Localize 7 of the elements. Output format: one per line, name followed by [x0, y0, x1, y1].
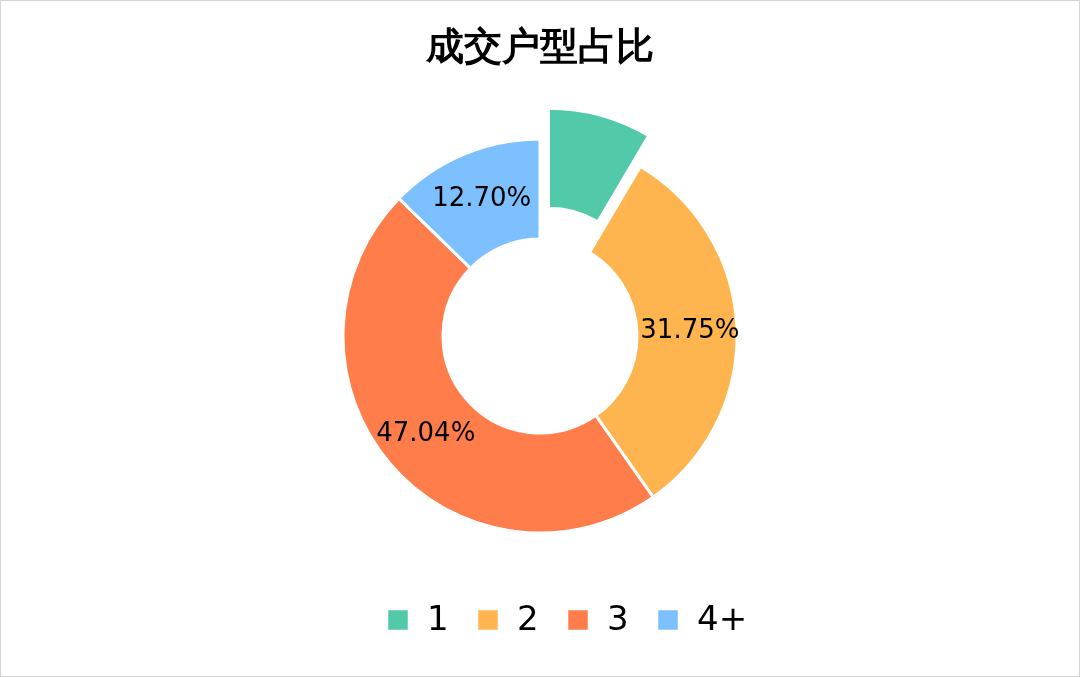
legend-label: 4+ — [697, 598, 748, 638]
legend-label: 2 — [517, 598, 539, 638]
data-label: 47.04% — [376, 417, 476, 448]
data-label: 12.70% — [432, 181, 532, 212]
chart-title: 成交户型占比 — [425, 24, 654, 68]
legend-label: 3 — [607, 598, 629, 638]
legend-label: 1 — [427, 598, 449, 638]
